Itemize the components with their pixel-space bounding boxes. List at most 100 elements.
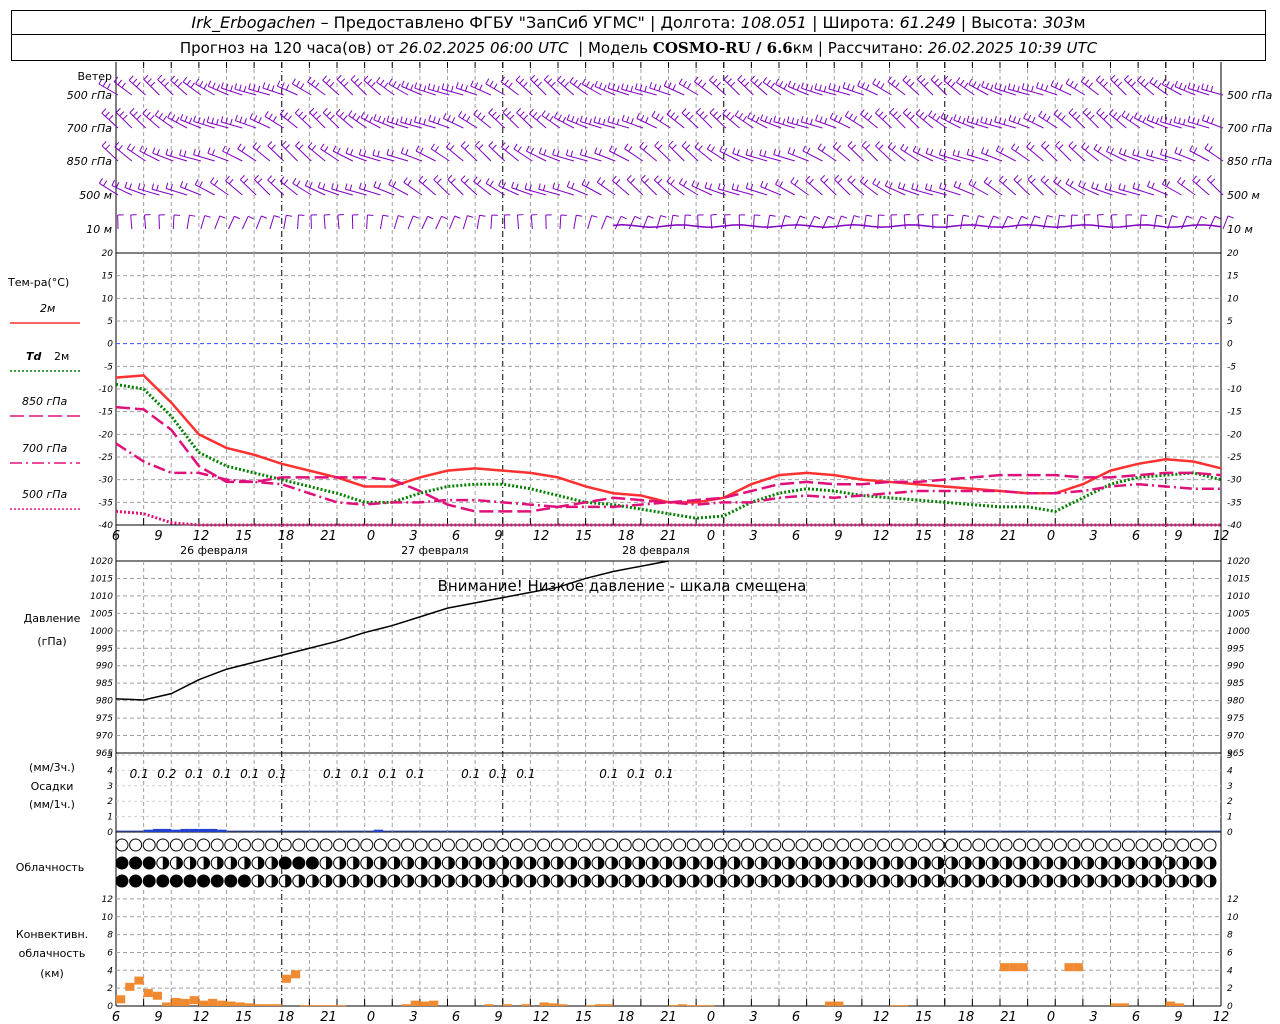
- wind-barb-flag: [502, 182, 506, 188]
- wind-barb: [511, 187, 533, 196]
- wind-barb: [651, 115, 671, 129]
- wind-barb-flag: [640, 114, 645, 121]
- wind-barb-flag: [183, 150, 187, 157]
- wind-barb-flag: [475, 140, 480, 146]
- wind-barb-flag: [938, 148, 942, 156]
- pres-tick-right: 975: [1227, 714, 1244, 724]
- conv-cloud-bar: [558, 1004, 568, 1006]
- wind-barb-flag: [939, 182, 942, 189]
- wind-barb-flag: [786, 116, 790, 123]
- wind-barb-flag: [875, 108, 880, 114]
- wind-barb-flag: [162, 115, 168, 122]
- wind-barb-flag: [373, 114, 377, 121]
- wind-barb-flag: [672, 214, 679, 217]
- wind-barb-flag: [947, 78, 952, 85]
- wind-barb-flag: [279, 109, 285, 115]
- cloud-symbol: [251, 838, 265, 852]
- wind-barb: [834, 179, 851, 196]
- wind-barb-flag: [558, 114, 562, 121]
- wind-barb: [359, 154, 381, 162]
- prec-tick-right: 4: [1227, 766, 1233, 776]
- wind-barb-flag: [834, 174, 840, 180]
- wind-barb-flag: [573, 79, 578, 86]
- wind-barb: [222, 150, 243, 162]
- wind-barb: [1206, 179, 1224, 196]
- series-layer: [115, 374, 1222, 1007]
- wind-barb: [1026, 146, 1044, 162]
- precip-bar: [208, 828, 218, 832]
- time-tick-label: 3: [409, 529, 417, 544]
- wind-barb-flag: [732, 147, 736, 154]
- cloud-symbol-fill: [652, 857, 659, 869]
- wind-barb-flag: [644, 85, 647, 92]
- wind-barb-flag: [312, 111, 318, 117]
- wind-barb-flag: [842, 82, 846, 89]
- wind-barb: [386, 121, 409, 129]
- alt-label: Высота:: [971, 13, 1038, 32]
- cloud-symbol: [360, 838, 374, 852]
- conv-cloud-bar: [484, 1004, 494, 1006]
- wind-barb: [872, 83, 892, 96]
- wind-barb: [1160, 154, 1182, 162]
- wind-barb-flag: [949, 116, 953, 123]
- wind-barb-flag: [1023, 112, 1027, 119]
- wind-barb-flag: [1227, 215, 1234, 219]
- time-tick-label: 12: [1213, 529, 1230, 544]
- wind-barb: [318, 187, 340, 196]
- wind-barb-flag: [1171, 215, 1178, 218]
- conv-tick: 6: [107, 948, 113, 958]
- wind-barb-flag: [581, 78, 586, 85]
- temp-tick: -10: [98, 385, 113, 395]
- wind-barb-flag: [953, 180, 957, 187]
- wind-barb: [612, 180, 630, 196]
- wind-barb-flag: [398, 215, 405, 218]
- wind-barb: [309, 112, 326, 129]
- wind-barb: [530, 215, 533, 230]
- conv-cloud-bar: [889, 1005, 899, 1007]
- wind-barb-flag: [136, 81, 141, 88]
- wind-barb-flag: [304, 179, 309, 186]
- wind-barb: [348, 115, 367, 129]
- wind-barb-flag: [628, 146, 633, 152]
- wind-barb-flag: [480, 115, 486, 121]
- precip-3h-label: 0.1: [323, 767, 342, 781]
- time-tick-label: 12: [533, 529, 550, 544]
- wind-barb-flag: [495, 114, 501, 120]
- wind-barb-flag: [678, 178, 683, 184]
- wind-barb: [337, 215, 340, 230]
- wind-barb-flag: [1193, 147, 1198, 154]
- wind-barb-flag: [1040, 175, 1046, 181]
- conv-cloud-bar: [143, 989, 153, 998]
- conv-cloud-bar: [1073, 963, 1083, 972]
- wind-barb-flag: [1178, 117, 1181, 124]
- cloud-symbol: [387, 838, 401, 852]
- conv-tick: 8: [107, 931, 113, 941]
- cloud-symbol-fill: [502, 857, 509, 869]
- wind-barb-flag: [685, 144, 691, 150]
- wind-barb: [569, 81, 588, 96]
- wind-barb-flag: [164, 81, 170, 87]
- wind-barb-flag: [799, 215, 806, 219]
- cloud-symbol-fill: [1006, 875, 1012, 887]
- wind-barb-flag: [923, 81, 929, 87]
- wind-barb: [182, 81, 202, 96]
- wind-barb-flag: [1017, 178, 1022, 184]
- wind-barb-flag: [1153, 79, 1158, 86]
- wind-barb-flag: [892, 111, 898, 117]
- wind-barb-flag: [530, 147, 534, 154]
- wind-barb-flag: [620, 215, 627, 220]
- wind-barb-flag: [132, 111, 138, 117]
- wind-barb-flag: [691, 180, 695, 187]
- wind-barb-flag: [1096, 108, 1102, 114]
- wind-barb-flag: [311, 79, 316, 86]
- wind-barb-flag: [909, 114, 915, 120]
- separator: |: [649, 13, 656, 32]
- wind-barb-flag: [1155, 117, 1159, 124]
- cloud-symbol-fill: [1074, 857, 1080, 869]
- wind-barb-flag: [228, 178, 234, 185]
- wind-barb: [808, 216, 815, 230]
- wind-barb-flag: [777, 117, 781, 124]
- wind-barb: [1106, 151, 1127, 162]
- wind-barb-flag: [407, 179, 412, 186]
- time-tick-label: 15: [235, 529, 252, 544]
